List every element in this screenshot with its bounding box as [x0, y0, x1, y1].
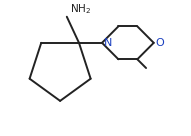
Text: N: N [104, 38, 112, 48]
Text: NH$_2$: NH$_2$ [70, 2, 91, 16]
Text: O: O [155, 38, 164, 48]
